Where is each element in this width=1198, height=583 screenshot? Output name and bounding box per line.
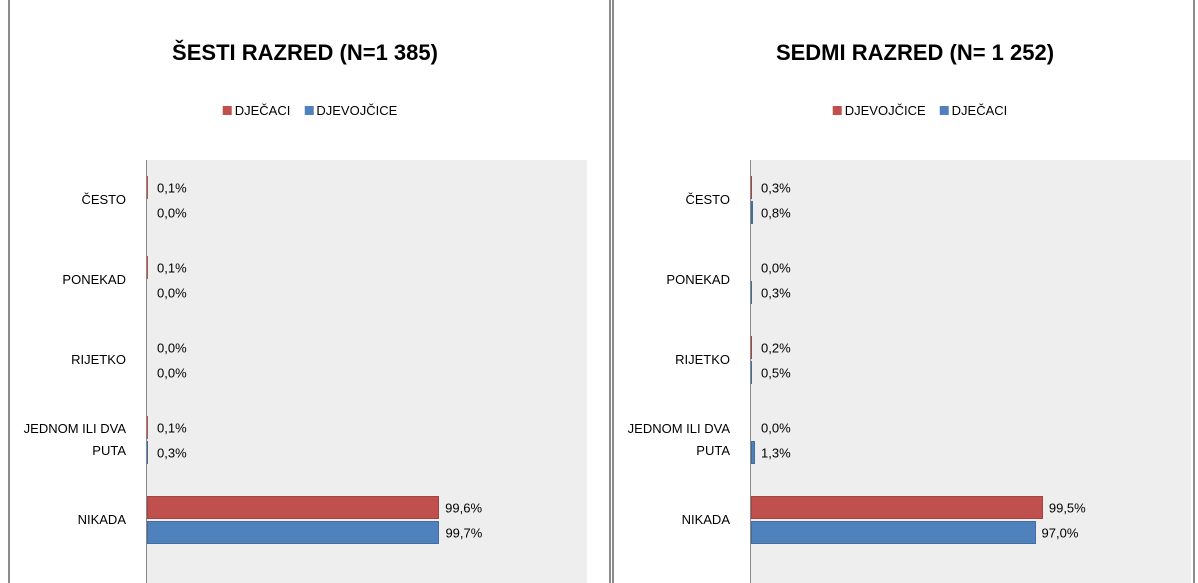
y-tick-label: ČESTO <box>685 192 730 207</box>
bar <box>147 496 440 519</box>
data-label: 99,6% <box>445 500 483 515</box>
data-label: 0,0% <box>761 420 791 435</box>
data-label: 0,0% <box>157 340 187 355</box>
data-label: 0,0% <box>157 205 187 220</box>
panel <box>612 0 1195 583</box>
panel <box>8 0 611 583</box>
legend-swatch <box>304 106 314 115</box>
legend-item: DJEČACI <box>222 103 291 118</box>
data-label: 0,3% <box>761 180 791 195</box>
data-label: 99,5% <box>1048 500 1086 515</box>
y-tick-label: NIKADA <box>681 512 730 527</box>
chart-title: SEDMI RAZRED (N= 1 252) <box>775 40 1055 65</box>
data-label: 0,1% <box>157 180 187 195</box>
bar <box>751 521 1036 544</box>
bar <box>751 176 752 199</box>
data-label: 0,2% <box>761 340 791 355</box>
legend-swatch <box>832 106 842 115</box>
legend: DJEVOJČICE DJEČACI <box>832 103 1008 118</box>
data-label: 0,1% <box>157 420 187 435</box>
bar <box>147 521 440 544</box>
y-tick-label: RIJETKO <box>71 352 126 367</box>
data-label: 99,7% <box>445 525 483 540</box>
legend-item: DJEVOJČICE <box>304 103 397 118</box>
data-label: 0,8% <box>761 205 791 220</box>
bar <box>751 281 752 304</box>
y-tick-label: JEDNOM ILI DVA PUTA <box>627 421 730 458</box>
legend-swatch <box>222 106 232 115</box>
y-tick-label: RIJETKO <box>675 352 730 367</box>
bar <box>751 441 755 464</box>
data-label: 0,0% <box>761 260 791 275</box>
legend-item: DJEČACI <box>939 103 1008 118</box>
bar <box>147 441 148 464</box>
legend: DJEČACI DJEVOJČICE <box>222 103 397 118</box>
legend-item: DJEVOJČICE <box>832 103 926 118</box>
y-tick-label: PONEKAD <box>62 272 126 287</box>
y-tick-label: PONEKAD <box>666 272 730 287</box>
data-label: 0,0% <box>157 285 187 300</box>
data-label: 0,1% <box>157 260 187 275</box>
bar <box>751 336 752 359</box>
legend-label: DJEČACI <box>234 103 291 118</box>
data-label: 97,0% <box>1041 525 1079 540</box>
bar <box>751 496 1043 519</box>
chart-title: ŠESTI RAZRED (N=1 385) <box>172 40 438 65</box>
y-tick-label: JEDNOM ILI DVA PUTA <box>23 421 126 458</box>
bar <box>751 201 754 224</box>
data-label: 0,3% <box>761 285 791 300</box>
legend-swatch <box>939 106 949 115</box>
data-label: 0,5% <box>761 365 791 380</box>
plot-area <box>146 160 587 583</box>
legend-label: DJEVOJČICE <box>316 103 398 118</box>
data-label: 0,0% <box>157 365 187 380</box>
data-label: 1,3% <box>761 445 791 460</box>
legend-label: DJEVOJČICE <box>844 103 926 118</box>
y-tick-label: NIKADA <box>77 512 126 527</box>
bar <box>751 361 753 384</box>
plot-area <box>750 160 1191 583</box>
legend-label: DJEČACI <box>951 103 1008 118</box>
y-tick-label: ČESTO <box>81 192 126 207</box>
data-label: 0,3% <box>157 445 187 460</box>
